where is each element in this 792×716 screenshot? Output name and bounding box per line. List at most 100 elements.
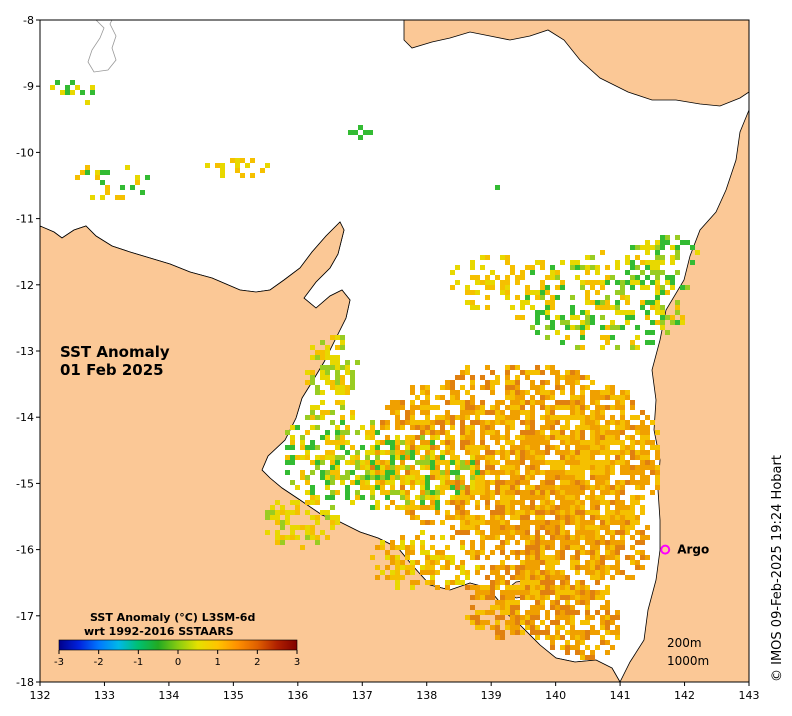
sst-pixel	[605, 430, 610, 435]
sst-pixel	[270, 510, 275, 515]
sst-pixel	[300, 470, 305, 475]
sst-pixel	[495, 500, 500, 505]
sst-pixel	[320, 375, 325, 380]
sst-pixel	[390, 490, 395, 495]
sst-pixel	[450, 420, 455, 425]
x-tick-label: 143	[739, 689, 760, 702]
sst-pixel	[555, 630, 560, 635]
sst-pixel	[510, 395, 515, 400]
sst-pixel	[590, 525, 595, 530]
sst-pixel	[485, 520, 490, 525]
sst-pixel	[605, 470, 610, 475]
sst-pixel	[560, 615, 565, 620]
sst-pixel	[490, 595, 495, 600]
sst-pixel	[535, 580, 540, 585]
sst-pixel	[605, 395, 610, 400]
sst-pixel	[535, 470, 540, 475]
sst-pixel	[340, 435, 345, 440]
sst-pixel	[595, 540, 600, 545]
sst-pixel	[510, 480, 515, 485]
sst-pixel	[595, 425, 600, 430]
sst-pixel	[405, 475, 410, 480]
sst-pixel	[480, 625, 485, 630]
sst-pixel	[565, 460, 570, 465]
sst-pixel	[470, 555, 475, 560]
sst-pixel	[565, 610, 570, 615]
sst-pixel	[525, 445, 530, 450]
sst-pixel	[300, 525, 305, 530]
sst-pixel	[400, 490, 405, 495]
sst-pixel	[530, 510, 535, 515]
sst-pixel	[575, 590, 580, 595]
sst-pixel	[330, 355, 335, 360]
sst-pixel	[505, 540, 510, 545]
sst-pixel	[405, 450, 410, 455]
sst-pixel	[450, 485, 455, 490]
sst-pixel	[515, 570, 520, 575]
sst-pixel	[500, 290, 505, 295]
sst-pixel	[630, 445, 635, 450]
sst-pixel	[520, 300, 525, 305]
sst-pixel	[625, 515, 630, 520]
sst-pixel	[630, 345, 635, 350]
sst-pixel	[535, 585, 540, 590]
sst-pixel	[550, 300, 555, 305]
sst-pixel	[525, 465, 530, 470]
sst-pixel	[510, 425, 515, 430]
sst-pixel	[395, 400, 400, 405]
sst-pixel	[545, 460, 550, 465]
sst-pixel	[475, 555, 480, 560]
sst-pixel	[445, 580, 450, 585]
sst-pixel	[445, 485, 450, 490]
sst-pixel	[305, 525, 310, 530]
colorbar-bar	[58, 639, 298, 651]
sst-pixel	[420, 390, 425, 395]
sst-pixel	[295, 455, 300, 460]
sst-pixel	[355, 490, 360, 495]
sst-pixel	[580, 280, 585, 285]
sst-pixel	[550, 430, 555, 435]
sst-pixel	[625, 260, 630, 265]
sst-pixel	[610, 530, 615, 535]
sst-pixel	[570, 610, 575, 615]
sst-pixel	[495, 615, 500, 620]
sst-pixel	[435, 430, 440, 435]
sst-pixel	[555, 420, 560, 425]
sst-pixel	[520, 515, 525, 520]
y-tick-label: -15	[16, 477, 34, 490]
sst-pixel	[590, 530, 595, 535]
sst-pixel	[420, 440, 425, 445]
sst-pixel	[655, 265, 660, 270]
sst-pixel	[570, 485, 575, 490]
sst-pixel	[480, 490, 485, 495]
sst-pixel	[365, 450, 370, 455]
sst-pixel	[450, 385, 455, 390]
sst-pixel	[530, 590, 535, 595]
sst-pixel	[625, 280, 630, 285]
sst-pixel	[600, 415, 605, 420]
sst-pixel	[655, 300, 660, 305]
sst-pixel	[510, 615, 515, 620]
sst-pixel	[410, 565, 415, 570]
sst-pixel	[420, 520, 425, 525]
sst-pixel	[550, 510, 555, 515]
sst-pixel	[570, 505, 575, 510]
sst-pixel	[585, 620, 590, 625]
sst-pixel	[575, 585, 580, 590]
sst-pixel	[590, 420, 595, 425]
sst-pixel	[590, 380, 595, 385]
sst-pixel	[595, 410, 600, 415]
sst-pixel	[600, 440, 605, 445]
sst-pixel	[425, 495, 430, 500]
sst-pixel	[605, 490, 610, 495]
sst-pixel	[580, 490, 585, 495]
sst-pixel	[500, 550, 505, 555]
sst-pixel	[420, 490, 425, 495]
sst-pixel	[420, 445, 425, 450]
sst-pixel	[445, 500, 450, 505]
sst-pixel	[655, 310, 660, 315]
sst-pixel	[560, 505, 565, 510]
sst-pixel	[565, 425, 570, 430]
sst-pixel	[600, 465, 605, 470]
sst-pixel	[500, 525, 505, 530]
